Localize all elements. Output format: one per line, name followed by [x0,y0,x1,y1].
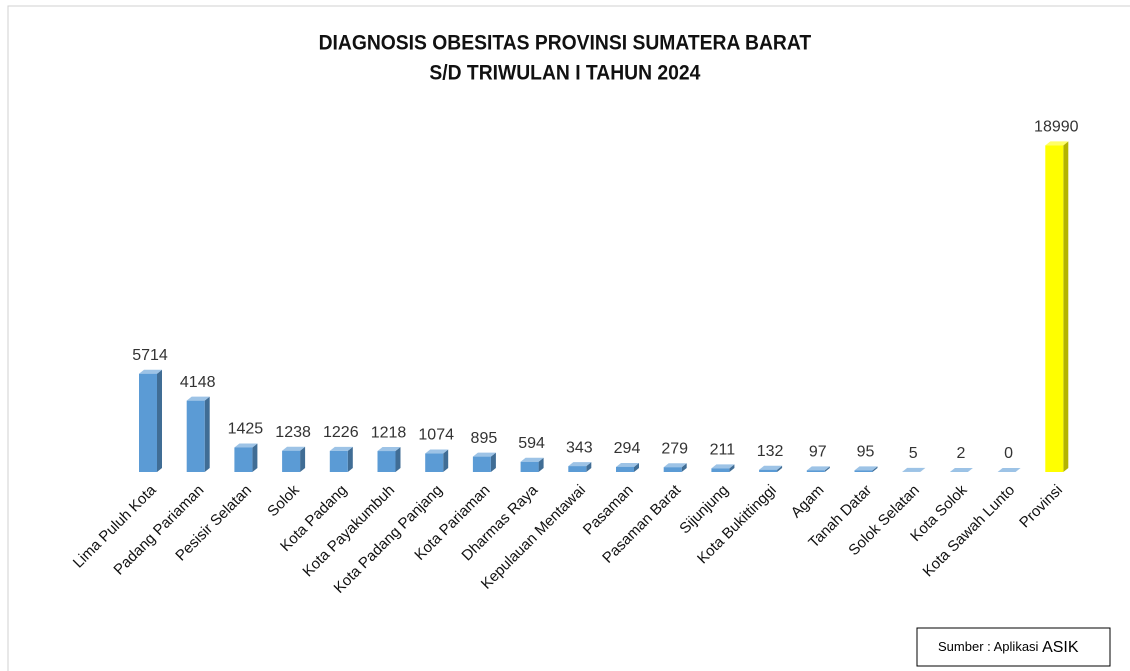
bar [1045,145,1064,472]
bar-side [634,462,639,472]
bar-top [520,457,544,462]
bar-top [949,467,973,472]
bar-top [1045,141,1069,146]
bar-side [347,446,353,472]
bar-top [329,446,353,451]
value-label: 2 [956,445,965,462]
source-name: ASIK [1042,639,1079,656]
bar [806,470,825,472]
bar-top [854,466,878,471]
bar [377,451,396,472]
value-label: 594 [518,435,545,452]
bar-side [967,467,973,472]
value-label: 95 [857,444,875,461]
bar [139,373,157,472]
bar [759,469,778,472]
bar-top [472,452,496,457]
bar-top [616,462,639,467]
bar-side [395,447,401,472]
bar [520,461,539,472]
bar-top [997,468,1021,472]
bar [711,468,730,472]
bar-top [806,466,830,471]
bar [663,467,682,472]
bar-side [300,446,306,472]
bar [234,447,253,472]
bar-top [282,446,306,451]
bar-side [204,396,210,472]
value-label: 211 [710,442,736,459]
value-label: 1074 [418,427,454,444]
bar-top [902,467,926,472]
value-label: 5714 [132,347,168,364]
bar-side [538,457,544,472]
chart-title: DIAGNOSIS OBESITAS PROVINSI SUMATERA BAR… [319,32,812,55]
bar-top [568,462,592,467]
value-label: 294 [614,440,641,457]
bar-side [824,466,830,472]
bar-top [711,464,735,469]
bar-side [252,443,258,472]
bar [616,466,634,472]
bar-top [186,396,210,401]
value-label: 1218 [371,424,407,441]
bar-top [425,449,449,454]
chart-subtitle: S/D TRIWULAN I TAHUN 2024 [429,62,701,85]
bar-top [759,465,783,470]
bar [472,456,491,472]
value-label: 895 [471,430,498,447]
bar-side [490,452,496,472]
bar-side [1063,141,1069,472]
chart-frame [7,5,1130,671]
value-label: 343 [566,439,593,456]
bar [186,400,205,472]
bar [282,450,301,472]
source-label: Sumber : Aplikasi ASIK [938,639,1079,656]
value-label: 1226 [323,424,359,441]
source-text: Sumber : Aplikasi [938,639,1039,654]
bar-side [443,449,449,472]
value-label: 1238 [275,424,311,441]
source-box [916,627,1111,667]
bar-top [139,369,162,374]
bar [425,453,444,472]
bar-top [377,447,401,452]
bar [329,450,348,472]
bar-side [872,466,878,472]
value-label: 132 [757,443,784,460]
value-label: 97 [809,444,827,461]
bar-side [729,464,735,472]
bar-top [234,443,258,448]
bar-side [777,465,783,472]
value-label: 1425 [228,421,264,438]
value-label: 18990 [1034,119,1079,136]
bar-side [157,369,162,472]
value-label: 279 [661,440,688,457]
value-label: 0 [1004,445,1013,462]
bar-side [681,463,687,472]
bar-top [663,463,687,468]
bar [568,466,587,472]
bar-side [920,467,926,472]
bar [854,470,873,472]
bar-side [586,462,592,472]
value-label: 5 [909,445,918,462]
value-label: 4148 [180,374,216,391]
